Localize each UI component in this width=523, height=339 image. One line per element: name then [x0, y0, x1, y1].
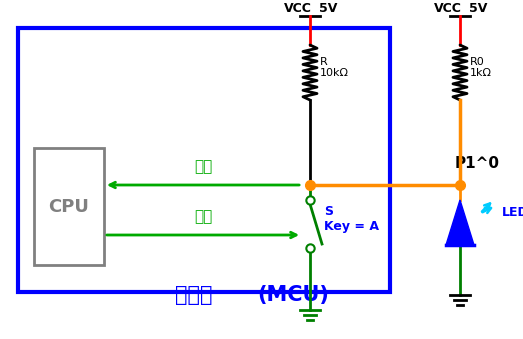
Text: 5V: 5V	[319, 1, 337, 15]
Bar	[34, 148, 104, 265]
Text: 输出: 输出	[194, 210, 212, 224]
Text: (MCU): (MCU)	[257, 285, 329, 305]
Text: 单片机: 单片机	[175, 285, 212, 305]
Text: R0
1kΩ: R0 1kΩ	[470, 57, 492, 78]
Text: S
Key = A: S Key = A	[324, 205, 379, 233]
Text: VCC: VCC	[434, 1, 462, 15]
Text: P1^0: P1^0	[455, 156, 500, 171]
Text: 输入: 输入	[194, 160, 212, 175]
Text: 5V: 5V	[469, 1, 487, 15]
Polygon shape	[446, 200, 474, 245]
Text: VCC: VCC	[284, 1, 312, 15]
Text: CPU: CPU	[49, 198, 89, 216]
Bar	[18, 28, 390, 292]
Text: LED1: LED1	[502, 206, 523, 219]
Text: R
10kΩ: R 10kΩ	[320, 57, 349, 78]
